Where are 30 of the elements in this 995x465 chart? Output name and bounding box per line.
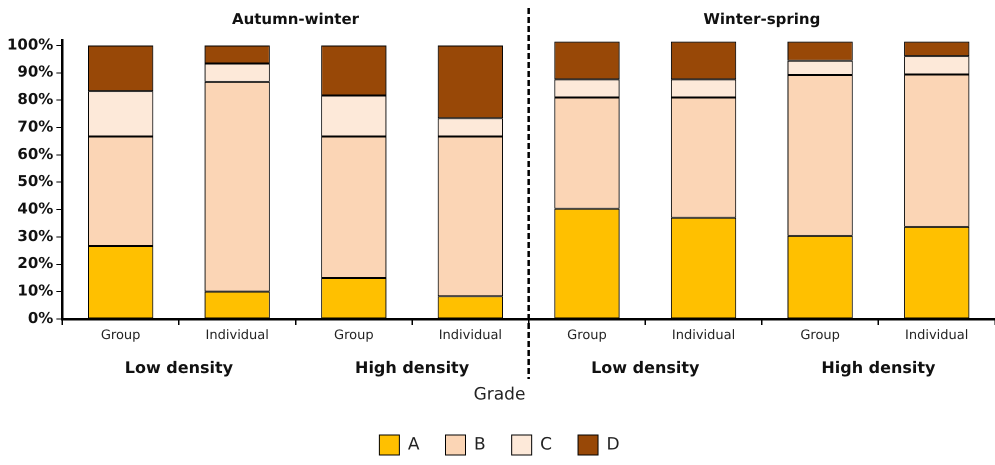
legend-label: D [606, 434, 620, 454]
x-tick-label: Group [100, 328, 140, 344]
text: High density [821, 358, 936, 378]
y-tick-label: 50% [17, 172, 54, 190]
x-tick-label: Group [800, 328, 840, 344]
y-tick-label: 60% [17, 144, 54, 163]
y-tick-label: 40% [17, 199, 54, 218]
x-tick-label: Group [334, 328, 374, 344]
legend-label: A [408, 434, 420, 454]
x-tick-label: Individual [672, 328, 736, 344]
y-tick-label: 70% [17, 117, 54, 136]
legend-title: Grade [474, 384, 526, 405]
text: Winter-spring [703, 10, 820, 28]
y-tick-label: 80% [17, 90, 54, 108]
x-tick-label: Individual [206, 328, 269, 344]
text: Low density [591, 358, 700, 378]
text: High density [355, 358, 470, 378]
x-tick-label: Individual [438, 328, 502, 344]
y-tick-label: 30% [17, 226, 54, 245]
y-tick-label: 100% [6, 35, 54, 54]
legend-label: B [474, 434, 486, 454]
text: Autumn-winter [232, 10, 360, 28]
y-tick-label: 0% [28, 308, 54, 327]
y-tick-label: 90% [17, 62, 54, 81]
y-tick-label: 20% [17, 254, 54, 272]
x-tick-label: Individual [905, 328, 968, 344]
y-tick-label: 10% [17, 282, 54, 300]
legend-label: C [540, 434, 552, 454]
text: Low density [124, 358, 234, 378]
x-tick-label: Group [567, 328, 607, 344]
